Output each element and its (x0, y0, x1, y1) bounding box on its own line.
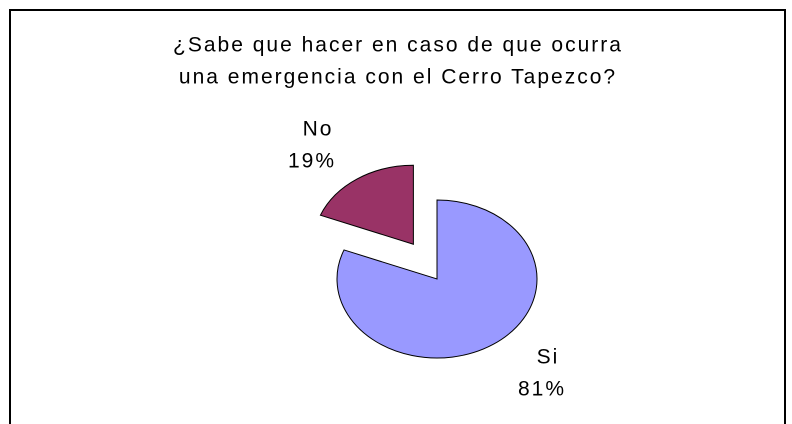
slice-label: Si (537, 346, 560, 369)
pie-slice (336, 199, 538, 359)
slice-label: No (303, 118, 334, 141)
slice-value-label: 19% (288, 150, 336, 173)
chart-title: una emergencia con el Cerro Tapezco? (179, 66, 617, 89)
chart-title: ¿Sabe que hacer en caso de que ocurra (173, 34, 623, 57)
pie-slice (319, 164, 414, 245)
slice-value-label: 81% (518, 378, 566, 401)
